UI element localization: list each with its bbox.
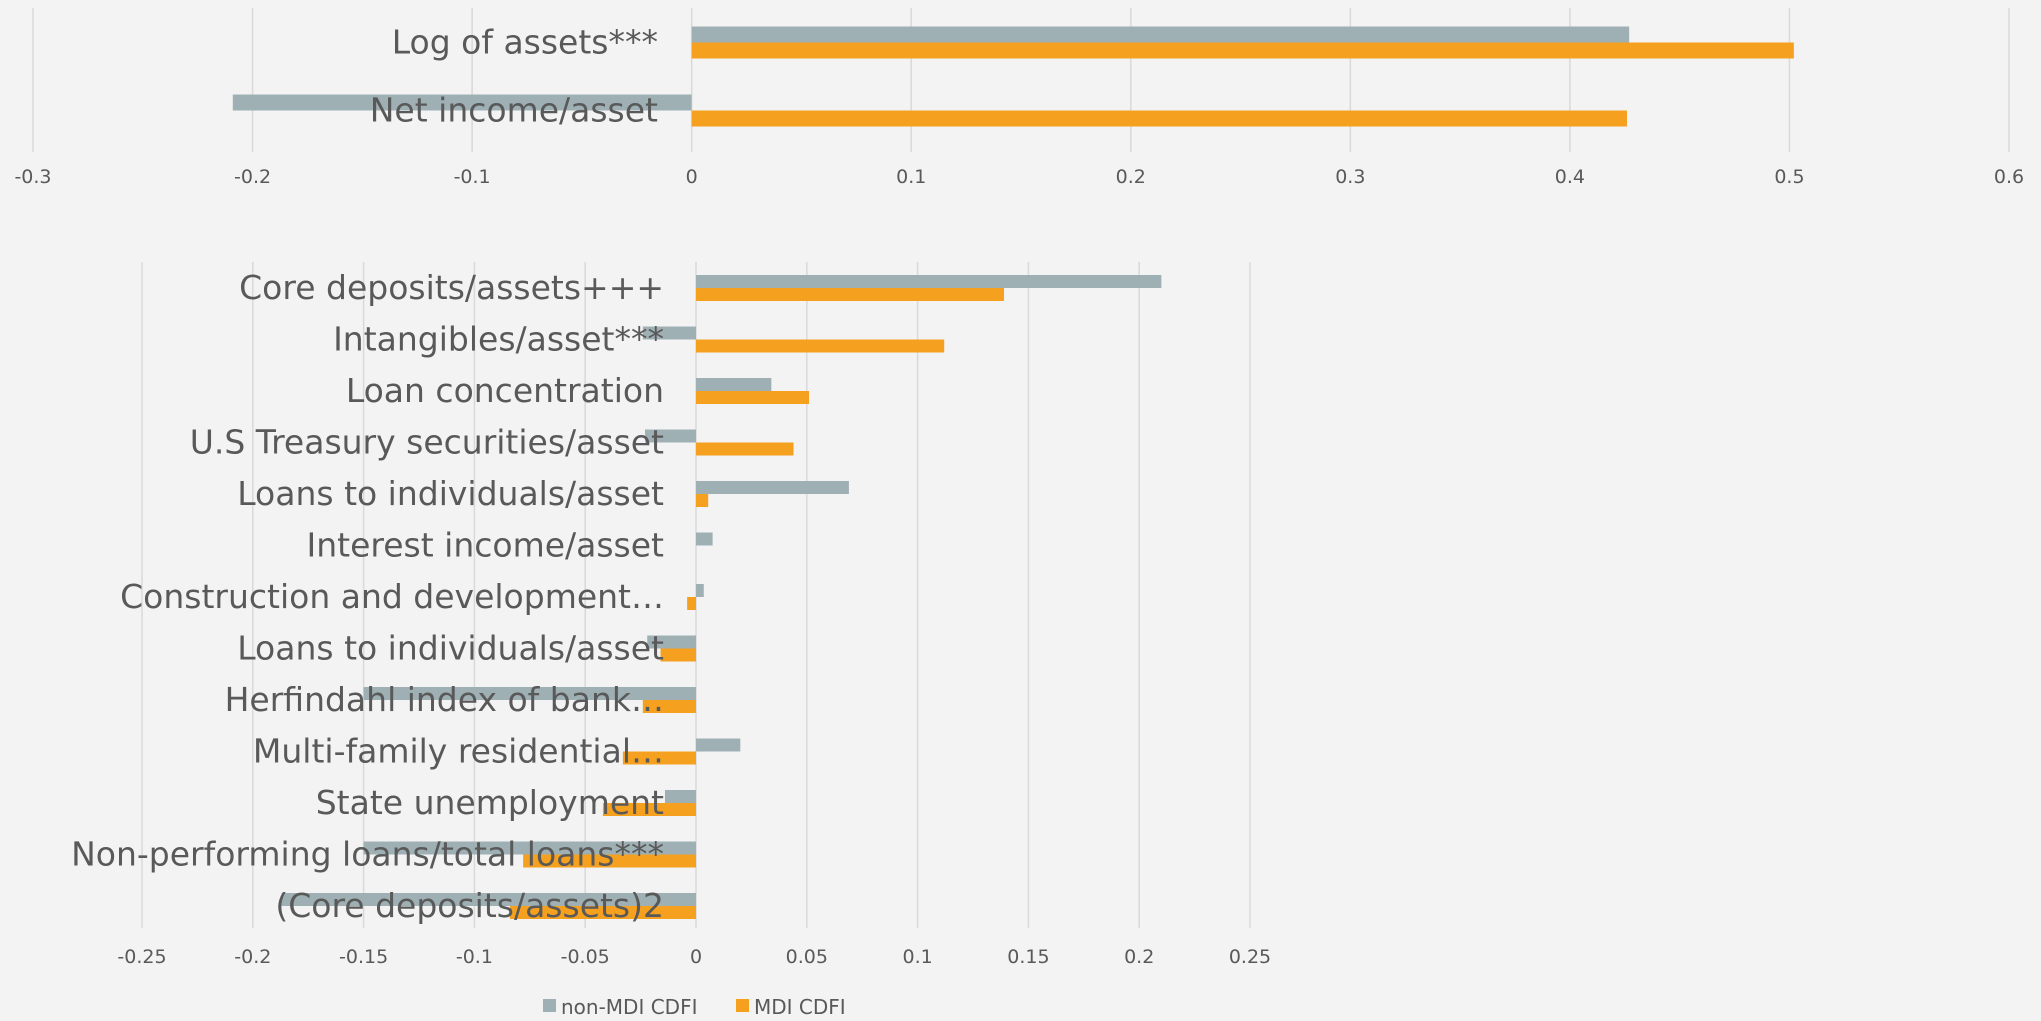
x-tick-label: 0.2 bbox=[1116, 166, 1146, 188]
bar-non-mdi-0 bbox=[691, 26, 1630, 43]
x-tick-label: 0.4 bbox=[1555, 166, 1585, 188]
category-label: Log of assets*** bbox=[392, 23, 658, 62]
bar-non-mdi-4 bbox=[696, 481, 849, 494]
bar-non-mdi-11 bbox=[363, 841, 696, 855]
x-tick-label: -0.05 bbox=[561, 946, 610, 968]
category-label: Multi-family residential… bbox=[253, 732, 664, 771]
legend-label-non-mdi: non-MDI CDFI bbox=[561, 995, 697, 1019]
top-category-labels: Log of assets*** Net income/asset bbox=[370, 23, 658, 130]
bar-non-mdi-12 bbox=[281, 893, 696, 906]
x-tick-label: -0.15 bbox=[339, 946, 388, 968]
category-label: Net income/asset bbox=[370, 91, 658, 130]
category-label: Non-performing loans/total loans*** bbox=[71, 835, 664, 874]
bottom-gridlines bbox=[141, 262, 1251, 928]
bar-non-mdi-6 bbox=[696, 584, 704, 597]
bar-mdi-1 bbox=[691, 110, 1627, 127]
x-tick-label: -0.1 bbox=[456, 946, 493, 968]
bar-mdi-4 bbox=[696, 494, 709, 507]
bar-mdi-0 bbox=[691, 42, 1794, 59]
chart-legend: non-MDI CDFI MDI CDFI bbox=[543, 995, 846, 1019]
bar-mdi-8 bbox=[642, 700, 696, 713]
category-label: U.S Treasury securities/asset bbox=[190, 423, 664, 462]
x-tick-label: 0.05 bbox=[786, 946, 828, 968]
top-panel: Log of assets***Net income/asset -0.3 -0.… bbox=[14, 8, 2024, 188]
bar-non-mdi-0 bbox=[696, 275, 1162, 288]
x-tick-label: -0.2 bbox=[234, 166, 271, 188]
x-tick-label: 0 bbox=[686, 166, 698, 188]
bar-non-mdi-2 bbox=[696, 378, 772, 391]
top-x-tick-labels: -0.3 -0.2 -0.1 0 0.1 0.2 0.3 0.4 0.5 0.6 bbox=[14, 166, 2024, 188]
bar-non-mdi-1 bbox=[232, 94, 692, 111]
bar-non-mdi-8 bbox=[363, 687, 696, 700]
bar-mdi-6 bbox=[687, 597, 696, 610]
bar-mdi-12 bbox=[509, 906, 696, 919]
bar-non-mdi-10 bbox=[664, 790, 696, 803]
category-label: (Core deposits/assets)2 bbox=[275, 886, 664, 925]
category-label: Intangibles/asset*** bbox=[333, 320, 664, 359]
legend-label-mdi: MDI CDFI bbox=[754, 995, 846, 1019]
x-tick-label: 0.25 bbox=[1229, 946, 1271, 968]
category-label: Core deposits/assets+++ bbox=[239, 268, 664, 307]
x-tick-label: -0.2 bbox=[234, 946, 271, 968]
category-label: Interest income/asset bbox=[307, 526, 665, 565]
x-tick-label: 0.2 bbox=[1124, 946, 1154, 968]
bar-non-mdi-1 bbox=[642, 326, 696, 340]
bottom-panel: Core deposits/assets+++ Intangibles/asset… bbox=[71, 262, 1271, 968]
bar-mdi-1 bbox=[696, 339, 945, 353]
bar-mdi-9 bbox=[622, 751, 696, 765]
legend-swatch-mdi bbox=[736, 999, 749, 1012]
category-label: Loans to individuals/asset bbox=[237, 474, 664, 513]
x-tick-label: 0.6 bbox=[1994, 166, 2024, 188]
bar-mdi-2 bbox=[696, 391, 810, 404]
bar-mdi-10 bbox=[602, 803, 696, 816]
x-tick-label: -0.3 bbox=[14, 166, 51, 188]
x-tick-label: 0 bbox=[690, 946, 702, 968]
bottom-bars bbox=[281, 275, 1162, 919]
bar-mdi-0 bbox=[696, 288, 1005, 301]
bar-mdi-11 bbox=[523, 854, 696, 868]
category-label: Loan concentration bbox=[346, 371, 664, 410]
x-tick-label: -0.1 bbox=[454, 166, 491, 188]
bar-non-mdi-7 bbox=[647, 635, 696, 649]
x-tick-label: 0.3 bbox=[1335, 166, 1365, 188]
category-label: Loans to individuals/asset bbox=[237, 629, 664, 668]
x-tick-label: 0.15 bbox=[1007, 946, 1049, 968]
x-tick-label: 0.5 bbox=[1774, 166, 1804, 188]
bar-mdi-3 bbox=[696, 442, 794, 456]
x-tick-label: 0.1 bbox=[902, 946, 932, 968]
bottom-x-tick-labels: -0.25 -0.2 -0.15 -0.1 -0.05 0 0.05 0.1 0.15 0.2 0.… bbox=[117, 946, 1271, 968]
category-label: Construction and development… bbox=[120, 577, 664, 616]
x-tick-label: -0.25 bbox=[117, 946, 166, 968]
bar-non-mdi-5 bbox=[696, 532, 713, 546]
category-label: State unemployment bbox=[316, 783, 664, 822]
bar-mdi-7 bbox=[660, 648, 696, 662]
legend-swatch-non-mdi bbox=[543, 999, 556, 1012]
x-tick-label: 0.1 bbox=[896, 166, 926, 188]
bar-non-mdi-9 bbox=[696, 738, 741, 752]
bottom-category-labels: Core deposits/assets+++ Intangibles/asset… bbox=[71, 268, 664, 925]
category-label: Herfindahl index of bank… bbox=[225, 680, 664, 719]
top-bars bbox=[232, 26, 1794, 127]
bar-non-mdi-3 bbox=[645, 429, 696, 443]
